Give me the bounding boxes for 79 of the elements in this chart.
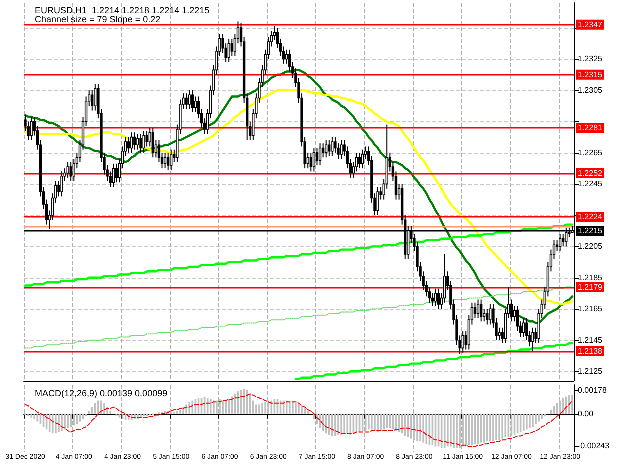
candlestick — [358, 152, 362, 170]
candlestick — [361, 149, 364, 170]
candlestick — [112, 163, 115, 188]
ref-line-label: 1.2281 — [578, 123, 604, 132]
candlestick — [230, 38, 234, 57]
candlestick — [462, 330, 464, 354]
line-series — [25, 286, 573, 349]
candlestick — [310, 152, 312, 172]
ref-line-label: 1.2224 — [578, 212, 604, 222]
candlestick — [474, 302, 477, 320]
y-tick-label: 1.2145 — [578, 336, 604, 345]
chart-title: MACD(12,26,9) 0.00139 0.00099 — [35, 388, 168, 398]
y-tick-label: 1.2305 — [578, 86, 604, 95]
y-tick-label: 0.00178 — [578, 386, 608, 396]
candlestick — [340, 140, 343, 160]
candlestick — [188, 90, 191, 110]
candlestick — [558, 234, 562, 252]
y-tick-label: -0.00243 — [578, 441, 610, 450]
ref-line-label: 1.2215 — [578, 226, 604, 236]
candlestick — [142, 130, 146, 154]
candlestick — [127, 136, 130, 154]
ref-line-label: 1.2315 — [578, 70, 604, 80]
candlestick — [152, 127, 154, 158]
candlestick — [60, 171, 64, 198]
candlestick — [532, 327, 534, 352]
ref-line-label: 1.2179 — [578, 282, 604, 292]
y-tick-label: 1.2325 — [578, 54, 604, 64]
candlestick — [185, 93, 188, 110]
y-tick-label: 1.2165 — [578, 304, 604, 314]
candlestick — [228, 38, 230, 63]
candlestick — [194, 96, 198, 113]
candlestick — [286, 49, 288, 64]
candlestick — [94, 84, 97, 112]
candlestick — [434, 288, 438, 307]
y-tick-label: 0.00 — [578, 409, 594, 418]
candlestick — [30, 116, 33, 141]
candlestick — [489, 304, 492, 326]
candlestick — [312, 148, 316, 172]
candlestick — [556, 240, 559, 252]
y-tick-label: 1.2125 — [578, 367, 604, 376]
candlestick — [325, 140, 328, 158]
candlestick — [66, 162, 70, 178]
candlestick — [166, 152, 170, 171]
candlestick — [91, 90, 94, 112]
candlestick — [328, 140, 331, 157]
candlestick — [322, 143, 325, 158]
candlestick — [146, 130, 148, 148]
candlestick — [437, 288, 440, 310]
candlestick — [562, 234, 565, 248]
candlestick — [318, 143, 322, 166]
text: Channel size = 79 Slope = 0.22 — [35, 14, 161, 24]
candlestick — [70, 162, 72, 182]
candlestick — [498, 327, 501, 341]
candlestick — [513, 306, 516, 322]
candlestick — [130, 132, 134, 154]
chart-title: EURUSD,H1 1.2214 1.2218 1.2214 1.2215 — [35, 6, 210, 16]
y-tick-label: 1.2205 — [578, 242, 604, 252]
candlestick — [164, 152, 167, 170]
ref-line-label: 1.2138 — [578, 346, 604, 356]
candlestick — [486, 308, 489, 326]
line-series — [294, 342, 574, 381]
candlestick — [140, 134, 142, 154]
candlestick — [134, 132, 136, 150]
line-series — [24, 224, 574, 287]
y-tick-label: 1.2265 — [578, 148, 604, 158]
ref-line-label: 1.2347 — [578, 20, 604, 30]
candlestick — [480, 299, 483, 322]
y-tick-label: 1.2185 — [578, 273, 604, 282]
ref-line-label: 1.2252 — [578, 168, 604, 178]
candlestick — [170, 149, 173, 171]
candlestick — [476, 299, 480, 320]
candlestick — [522, 318, 526, 338]
candlestick — [115, 163, 118, 184]
candlestick — [376, 186, 380, 216]
candlestick — [316, 148, 319, 166]
candlestick — [191, 90, 194, 113]
y-tick-label: 1.2245 — [578, 180, 604, 189]
candlestick — [136, 134, 140, 150]
candlestick — [331, 136, 334, 157]
